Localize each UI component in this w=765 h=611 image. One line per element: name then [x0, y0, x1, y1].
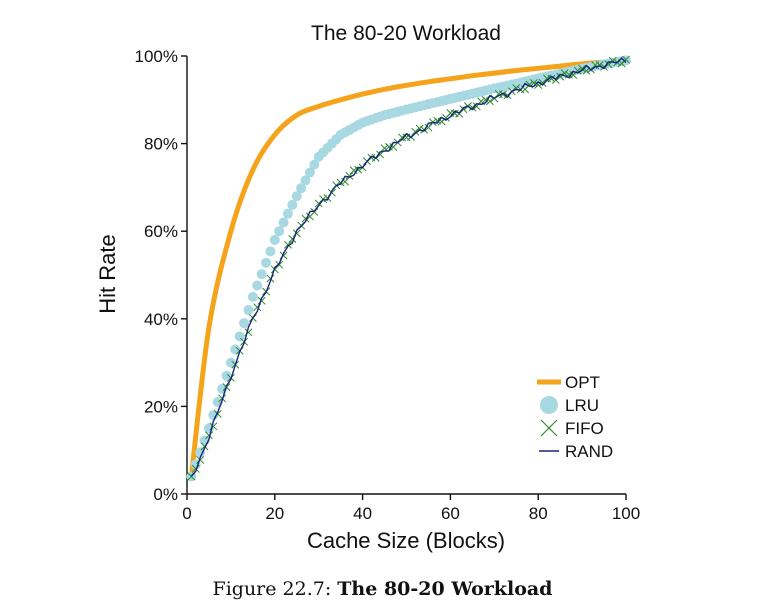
x-tick-label: 0	[182, 504, 191, 523]
x-tick-label: 60	[441, 504, 460, 523]
fifo-point	[284, 240, 292, 249]
fifo-point	[345, 171, 354, 180]
fifo-point	[424, 123, 433, 132]
fifo-point	[525, 80, 534, 89]
x-tick-label: 40	[353, 504, 372, 523]
lru-point	[269, 234, 280, 245]
figure-caption: Figure 22.7: The 80-20 Workload	[0, 578, 765, 600]
fifo-point	[196, 455, 205, 464]
fifo-point	[266, 274, 275, 283]
y-tick-label: 0%	[153, 485, 178, 504]
lru-point	[239, 318, 250, 329]
fifo-point	[275, 260, 284, 269]
legend-item-rand: RAND	[539, 442, 613, 461]
legend-label: OPT	[565, 373, 600, 392]
y-tick-label: 60%	[144, 222, 178, 241]
lru-point	[621, 55, 631, 66]
lru-point	[234, 331, 245, 342]
series-layer	[186, 55, 631, 482]
lru-point	[225, 357, 236, 368]
fifo-point	[191, 464, 200, 473]
fifo-point	[622, 55, 630, 64]
lru-point	[274, 226, 285, 237]
fifo-point	[573, 66, 582, 75]
x-tick-label: 80	[529, 504, 548, 523]
fifo-point	[204, 431, 213, 440]
legend-swatch-fifo	[540, 419, 558, 437]
y-tick-label: 100%	[135, 47, 178, 66]
lru-point	[278, 217, 289, 228]
fifo-point	[411, 127, 420, 136]
lru-point	[265, 246, 276, 257]
series-rand-line	[190, 57, 627, 477]
legend: OPT LRU FIFO RAND	[537, 373, 613, 461]
x-tick-label: 20	[265, 504, 284, 523]
lru-point	[256, 269, 267, 280]
legend-label: LRU	[565, 396, 599, 415]
lru-point	[287, 199, 298, 210]
y-axis-label: Hit Rate	[95, 234, 120, 313]
chart-title: The 80-20 Workload	[311, 22, 501, 45]
lru-point	[291, 191, 302, 202]
legend-item-fifo: FIFO	[540, 419, 604, 438]
caption-prefix: Figure 22.7:	[212, 578, 332, 600]
x-tick-label: 100	[612, 504, 640, 523]
lru-point	[282, 208, 293, 219]
series-fifo	[187, 55, 630, 481]
fifo-point	[534, 80, 543, 89]
legend-swatch-lru	[540, 396, 558, 414]
lru-point	[247, 291, 258, 302]
fifo-point	[468, 103, 477, 112]
lru-point	[195, 447, 206, 458]
fifo-point	[310, 208, 319, 216]
fifo-point	[547, 74, 556, 83]
lru-point	[221, 370, 232, 381]
lru-point	[309, 159, 320, 170]
lru-point	[304, 167, 315, 178]
lru-point	[296, 183, 307, 194]
series-lru	[186, 55, 631, 482]
lru-point	[300, 175, 311, 186]
legend-item-opt: OPT	[537, 373, 600, 392]
legend-label: RAND	[565, 442, 613, 461]
y-tick-label: 40%	[144, 310, 178, 329]
lru-point	[252, 280, 263, 291]
chart-canvas: The 80-20 Workload 0% 20% 40% 60% 80% 100% 0 20…	[95, 22, 641, 553]
lru-point	[261, 257, 272, 268]
x-axis-label: Cache Size (Blocks)	[307, 528, 505, 553]
legend-label: FIFO	[565, 419, 604, 438]
fifo-point	[481, 95, 490, 104]
fifo-point	[529, 79, 538, 87]
series-opt-line	[188, 57, 629, 479]
axes: 0% 20% 40% 60% 80% 100% 0 20 40 60 80 100	[135, 47, 641, 523]
y-tick-label: 80%	[144, 135, 178, 154]
legend-item-lru: LRU	[540, 396, 599, 415]
caption-title: The 80-20 Workload	[337, 578, 553, 600]
fifo-point	[608, 56, 617, 65]
y-tick-label: 20%	[144, 397, 178, 416]
fifo-point	[556, 72, 565, 81]
lru-point	[243, 305, 254, 316]
